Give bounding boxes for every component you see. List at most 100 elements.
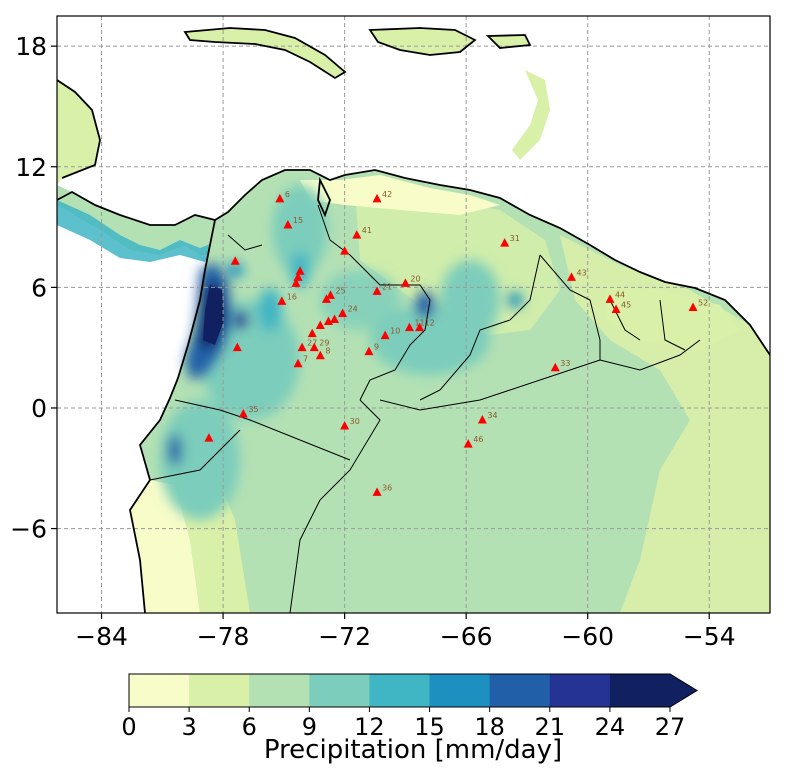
station-marker: [566, 272, 576, 281]
y-tick-label: 6: [31, 273, 47, 302]
colorbar-tick-label: 0: [121, 713, 136, 741]
station-label: 21: [382, 282, 392, 291]
station-marker: [380, 330, 390, 340]
station-marker: [325, 290, 335, 299]
station-label: 9: [374, 343, 379, 352]
station-marker: [309, 342, 319, 352]
station-marker: [291, 278, 301, 287]
caribbean-island-puerto-rico: [488, 35, 530, 48]
station-marker: [340, 246, 350, 255]
colorbar-bin: [429, 674, 491, 707]
station-marker: [400, 278, 410, 287]
central-america-land: [57, 80, 100, 185]
colorbar-bin: [189, 674, 250, 707]
station-label: 27: [307, 339, 317, 348]
y-tick-label: −6: [10, 515, 47, 544]
station-label: 52: [698, 298, 708, 307]
station-marker: [230, 256, 240, 265]
station-marker: [611, 304, 621, 313]
station-label: 31: [510, 234, 520, 243]
x-tick-label: −54: [683, 622, 736, 651]
station-marker: [605, 294, 615, 303]
station-marker: [477, 415, 487, 424]
station-label: 43: [576, 268, 586, 277]
map-frame: [56, 15, 771, 614]
station-label: 12: [425, 319, 435, 328]
station-label: 41: [362, 226, 372, 235]
station-marker: [204, 433, 214, 442]
coastlines: [57, 27, 770, 613]
station-marker: [315, 350, 325, 360]
colorbar-bin: [609, 674, 671, 707]
station-label: 33: [560, 359, 570, 368]
station-marker: [321, 294, 331, 303]
pacific-coast-core: [203, 285, 224, 345]
caribbean-coast-dry-zone: [300, 175, 500, 215]
station-marker: [500, 238, 510, 247]
station-marker: [688, 302, 698, 311]
station-label: 16: [287, 292, 297, 301]
station-marker: [550, 362, 560, 372]
y-tick-label: 12: [15, 153, 47, 182]
station-marker: [372, 487, 382, 496]
colorbar-tick-label: 6: [242, 713, 257, 741]
colorbar-bins: [128, 673, 698, 708]
station-label: 6: [285, 190, 290, 199]
station-marker: [415, 322, 425, 332]
colorbar-bin: [549, 674, 611, 707]
colorbar: 0 3 6 9 12 15 18 21 24 27 Precipitation [mm/day]: [121, 673, 698, 765]
colorbar-bin: [369, 674, 431, 707]
colorbar-tick-label: 24: [595, 713, 626, 741]
station-marker: [277, 296, 287, 305]
station-label: 30: [350, 417, 360, 426]
station-marker: [338, 308, 348, 317]
colorbar-tick-label: 3: [181, 713, 196, 741]
station-label: 35: [248, 405, 258, 414]
station-label: 34: [487, 411, 497, 420]
colorbar-tick-label: 27: [655, 713, 686, 741]
central-america-wet-coast: [57, 200, 215, 262]
station-label: 24: [348, 304, 358, 313]
colorbar-bin: [489, 674, 551, 707]
station-marker: [232, 342, 242, 352]
x-tick-label: −72: [318, 622, 371, 651]
station-label: 8: [325, 347, 330, 356]
station-marker: [352, 230, 362, 239]
x-tick-label: −60: [561, 622, 614, 651]
station-marker: [315, 320, 325, 330]
central-america-isthmus: [57, 185, 230, 255]
colorbar-tick-label: 18: [474, 713, 505, 741]
station-marker: [275, 193, 285, 203]
colorbar-bin: [129, 674, 190, 707]
station-marker: [293, 358, 303, 368]
station-marker: [404, 322, 414, 332]
station-label: 7: [303, 355, 308, 364]
station-markers: 6154241312043212516444552241112102729987…: [204, 190, 708, 496]
colorbar-title: Precipitation [mm/day]: [264, 735, 562, 765]
station-label: 42: [382, 190, 392, 199]
colorbar-outline: [128, 673, 698, 708]
caribbean-island-cuba: [185, 28, 345, 78]
station-marker: [307, 328, 317, 338]
latitude-axis: 18 12 6 0 −6: [10, 32, 57, 544]
y-tick-label: 0: [31, 394, 47, 423]
colorbar-tick-label: 12: [354, 713, 385, 741]
station-marker: [323, 316, 333, 326]
station-marker: [297, 342, 307, 352]
colorbar-bin: [249, 674, 310, 707]
x-tick-label: −66: [440, 622, 493, 651]
station-label: 15: [293, 216, 303, 225]
station-marker: [295, 266, 305, 275]
station-marker: [372, 193, 382, 203]
station-label: 44: [615, 290, 625, 299]
colorbar-tick-label: 21: [535, 713, 566, 741]
station-marker: [293, 272, 303, 281]
station-marker: [330, 314, 340, 324]
gridlines: [57, 16, 770, 613]
station-label: 29: [319, 339, 329, 348]
colorbar-tick-label: 9: [302, 713, 317, 741]
station-label: 10: [390, 327, 400, 336]
colorbar-ticks: 0 3 6 9 12 15 18 21 24 27: [121, 707, 685, 741]
station-label: 25: [335, 286, 345, 295]
